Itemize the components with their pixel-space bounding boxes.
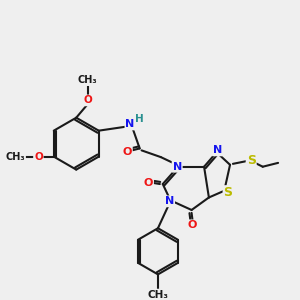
Text: N: N [125, 119, 135, 129]
Text: O: O [122, 147, 132, 157]
Text: CH₃: CH₃ [78, 75, 98, 85]
Text: CH₃: CH₃ [147, 290, 168, 300]
Text: S: S [247, 154, 256, 167]
Text: N: N [165, 196, 174, 206]
Text: O: O [188, 220, 197, 230]
Text: O: O [34, 152, 43, 162]
Text: CH₃: CH₃ [5, 152, 25, 162]
Text: O: O [144, 178, 153, 188]
Text: S: S [224, 186, 232, 199]
Text: H: H [135, 114, 144, 124]
Text: N: N [172, 162, 182, 172]
Text: O: O [83, 95, 92, 105]
Text: N: N [213, 146, 222, 155]
